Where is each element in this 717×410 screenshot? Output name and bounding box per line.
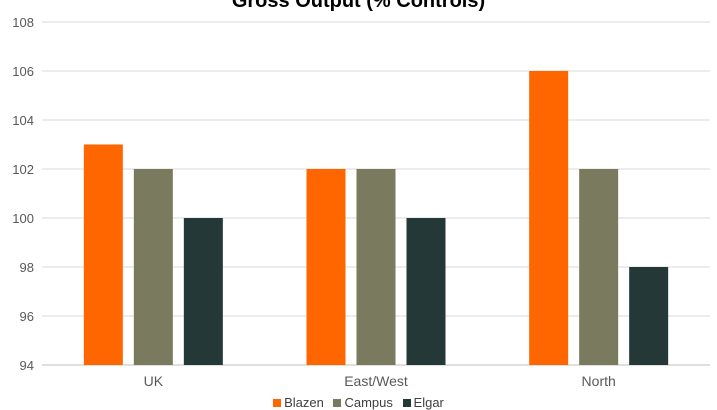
chart-title: Gross Output (% Controls) (231, 0, 486, 12)
legend-item-campus: Campus (333, 395, 393, 410)
legend: Blazen Campus Elgar (0, 395, 717, 410)
y-tick-label: 108 (12, 15, 34, 30)
x-tick-label: North (582, 373, 616, 389)
x-tick-label: UK (144, 373, 164, 389)
legend-swatch-blazen (273, 399, 282, 407)
bar-elgar-north (629, 267, 669, 365)
y-tick-label: 98 (20, 260, 34, 275)
bar-blazen-north (529, 71, 569, 365)
bar-elgar-east-west (406, 218, 446, 365)
bar-blazen-east-west (306, 169, 346, 365)
legend-swatch-elgar (402, 399, 411, 407)
bar-campus-north (579, 169, 619, 365)
legend-label-blazen: Blazen (284, 395, 324, 410)
bars (83, 71, 669, 365)
legend-label-elgar: Elgar (413, 395, 444, 410)
x-tick-label: East/West (344, 373, 408, 389)
y-axis-tick-labels: 94 96 98 100 102 104 106 108 (12, 15, 34, 373)
legend-label-campus: Campus (344, 395, 393, 410)
legend-swatch-campus (333, 399, 342, 407)
bar-campus-east-west (356, 169, 396, 365)
y-tick-label: 102 (12, 162, 34, 177)
bar-campus-uk (133, 169, 173, 365)
y-tick-label: 96 (20, 309, 34, 324)
bar-blazen-uk (83, 144, 123, 365)
y-tick-label: 94 (20, 358, 34, 373)
y-tick-label: 100 (12, 211, 34, 226)
bar-elgar-uk (183, 218, 223, 365)
legend-item-elgar: Elgar (402, 395, 444, 410)
x-axis-tick-labels: UK East/West North (144, 373, 616, 389)
y-tick-label: 104 (12, 113, 34, 128)
y-tick-label: 106 (12, 64, 34, 79)
legend-item-blazen: Blazen (273, 395, 324, 410)
